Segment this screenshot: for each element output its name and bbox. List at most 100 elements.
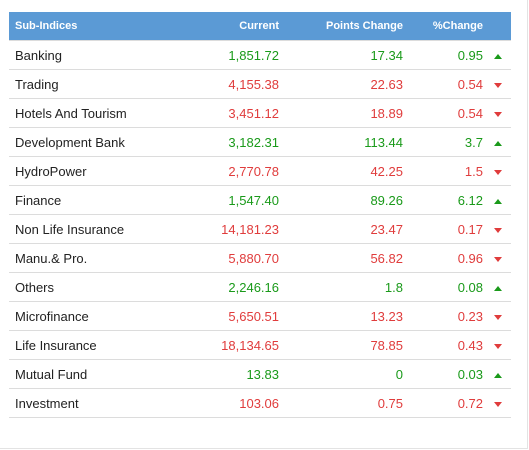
trend-cell <box>485 301 511 331</box>
trend-cell <box>485 330 511 360</box>
points-change-value: 113.44 <box>283 127 409 157</box>
points-change-value: 17.34 <box>283 40 409 70</box>
percent-change-value: 0.95 <box>409 40 485 70</box>
triangle-up-icon <box>494 285 502 291</box>
table-header-row: Sub-Indices Current Points Change %Chang… <box>9 12 511 41</box>
percent-change-value: 0.96 <box>409 243 485 273</box>
header-percent-change[interactable]: %Change <box>409 12 485 41</box>
table-row[interactable]: Others 2,246.16 1.8 0.08 <box>9 272 511 302</box>
sub-indices-table: Sub-Indices Current Points Change %Chang… <box>9 12 511 418</box>
percent-change-value: 6.12 <box>409 185 485 215</box>
current-value: 14,181.23 <box>149 214 283 244</box>
trend-cell <box>485 359 511 389</box>
triangle-down-icon <box>494 169 502 175</box>
current-value: 18,134.65 <box>149 330 283 360</box>
percent-change-value: 0.43 <box>409 330 485 360</box>
current-value: 2,770.78 <box>149 156 283 186</box>
points-change-value: 89.26 <box>283 185 409 215</box>
current-value: 1,851.72 <box>149 40 283 70</box>
table-row[interactable]: Mutual Fund 13.83 0 0.03 <box>9 359 511 389</box>
trend-cell <box>485 214 511 244</box>
sub-index-name: Finance <box>9 185 149 215</box>
trend-cell <box>485 127 511 157</box>
table-row[interactable]: Non Life Insurance 14,181.23 23.47 0.17 <box>9 214 511 244</box>
triangle-up-icon <box>494 53 502 59</box>
sub-index-name: Manu.& Pro. <box>9 243 149 273</box>
sub-index-name: Investment <box>9 388 149 418</box>
current-value: 3,451.12 <box>149 98 283 128</box>
percent-change-value: 0.54 <box>409 98 485 128</box>
percent-change-value: 0.23 <box>409 301 485 331</box>
percent-change-value: 0.54 <box>409 69 485 99</box>
table-row[interactable]: Manu.& Pro. 5,880.70 56.82 0.96 <box>9 243 511 273</box>
percent-change-value: 3.7 <box>409 127 485 157</box>
header-trend <box>485 12 511 41</box>
sub-index-name: HydroPower <box>9 156 149 186</box>
points-change-value: 18.89 <box>283 98 409 128</box>
triangle-down-icon <box>494 256 502 262</box>
triangle-up-icon <box>494 198 502 204</box>
sub-index-name: Hotels And Tourism <box>9 98 149 128</box>
triangle-down-icon <box>494 343 502 349</box>
triangle-down-icon <box>494 227 502 233</box>
trend-cell <box>485 185 511 215</box>
points-change-value: 78.85 <box>283 330 409 360</box>
table-row[interactable]: Finance 1,547.40 89.26 6.12 <box>9 185 511 215</box>
points-change-value: 0.75 <box>283 388 409 418</box>
points-change-value: 42.25 <box>283 156 409 186</box>
table-row[interactable]: Trading 4,155.38 22.63 0.54 <box>9 69 511 99</box>
trend-cell <box>485 388 511 418</box>
trend-cell <box>485 272 511 302</box>
table-row[interactable]: Microfinance 5,650.51 13.23 0.23 <box>9 301 511 331</box>
trend-cell <box>485 156 511 186</box>
points-change-value: 22.63 <box>283 69 409 99</box>
percent-change-value: 0.08 <box>409 272 485 302</box>
triangle-down-icon <box>494 401 502 407</box>
percent-change-value: 0.17 <box>409 214 485 244</box>
current-value: 5,650.51 <box>149 301 283 331</box>
current-value: 1,547.40 <box>149 185 283 215</box>
sub-index-name: Others <box>9 272 149 302</box>
table-row[interactable]: Banking 1,851.72 17.34 0.95 <box>9 40 511 70</box>
trend-cell <box>485 40 511 70</box>
percent-change-value: 0.72 <box>409 388 485 418</box>
triangle-down-icon <box>494 314 502 320</box>
header-current[interactable]: Current <box>149 12 283 41</box>
points-change-value: 56.82 <box>283 243 409 273</box>
sub-index-name: Development Bank <box>9 127 149 157</box>
sub-index-name: Mutual Fund <box>9 359 149 389</box>
current-value: 2,246.16 <box>149 272 283 302</box>
triangle-down-icon <box>494 82 502 88</box>
header-points-change[interactable]: Points Change <box>283 12 409 41</box>
current-value: 4,155.38 <box>149 69 283 99</box>
percent-change-value: 1.5 <box>409 156 485 186</box>
points-change-value: 0 <box>283 359 409 389</box>
triangle-up-icon <box>494 140 502 146</box>
trend-cell <box>485 69 511 99</box>
sub-index-name: Banking <box>9 40 149 70</box>
points-change-value: 1.8 <box>283 272 409 302</box>
current-value: 103.06 <box>149 388 283 418</box>
table-body: Banking 1,851.72 17.34 0.95 Trading 4,155.38 2… <box>9 40 511 418</box>
triangle-up-icon <box>494 372 502 378</box>
current-value: 3,182.31 <box>149 127 283 157</box>
table-row[interactable]: Development Bank 3,182.31 113.44 3.7 <box>9 127 511 157</box>
table-row[interactable]: Life Insurance 18,134.65 78.85 0.43 <box>9 330 511 360</box>
current-value: 5,880.70 <box>149 243 283 273</box>
table-row[interactable]: Hotels And Tourism 3,451.12 18.89 0.54 <box>9 98 511 128</box>
table-row[interactable]: Investment 103.06 0.75 0.72 <box>9 388 511 418</box>
header-sub-indices[interactable]: Sub-Indices <box>9 12 149 41</box>
current-value: 13.83 <box>149 359 283 389</box>
table-row[interactable]: HydroPower 2,770.78 42.25 1.5 <box>9 156 511 186</box>
sub-index-name: Trading <box>9 69 149 99</box>
trend-cell <box>485 243 511 273</box>
sub-index-name: Microfinance <box>9 301 149 331</box>
trend-cell <box>485 98 511 128</box>
triangle-down-icon <box>494 111 502 117</box>
sub-index-name: Life Insurance <box>9 330 149 360</box>
sub-index-name: Non Life Insurance <box>9 214 149 244</box>
points-change-value: 23.47 <box>283 214 409 244</box>
points-change-value: 13.23 <box>283 301 409 331</box>
percent-change-value: 0.03 <box>409 359 485 389</box>
